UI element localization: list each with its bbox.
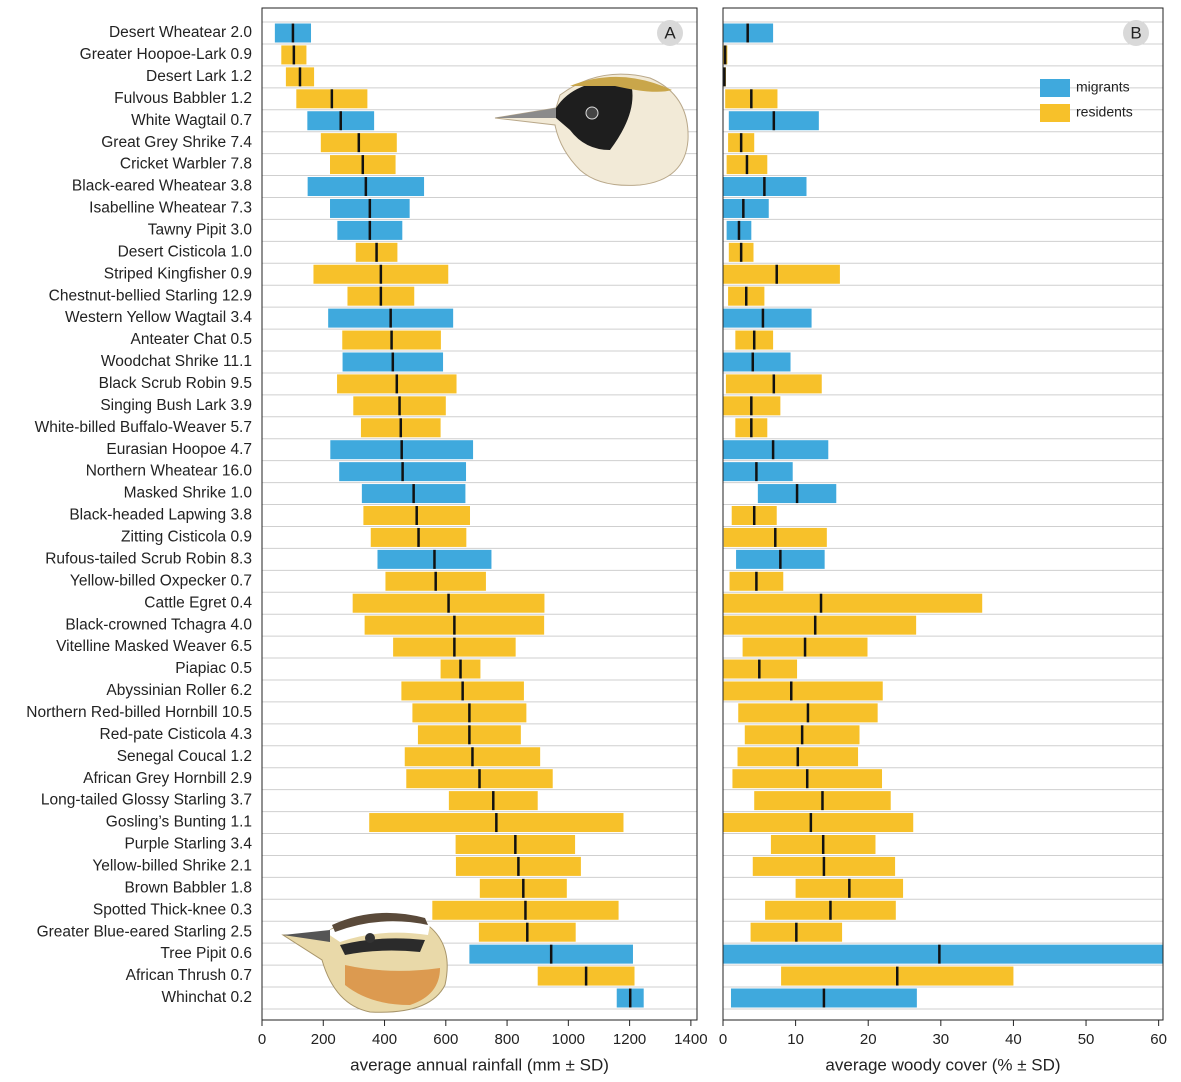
category-label: Isabelline Wheatear 7.3 — [89, 200, 252, 217]
panel-label: A — [664, 23, 676, 42]
category-label: Black-headed Lapwing 3.8 — [69, 507, 252, 524]
panel-frame — [261, 7, 698, 1021]
bird-head-top — [494, 73, 689, 186]
bird-head-bottom — [281, 912, 448, 1013]
category-label: Chestnut-bellied Starling 12.9 — [49, 287, 252, 304]
x-tick-label: 1200 — [613, 1031, 646, 1048]
category-label: Black Scrub Robin 9.5 — [99, 375, 252, 392]
category-label: Eurasian Hoopoe 4.7 — [106, 441, 252, 458]
bars — [723, 23, 1163, 1008]
x-axis-label: average woody cover (% ± SD) — [825, 1055, 1060, 1074]
x-tick-label: 50 — [1078, 1031, 1095, 1048]
panel-badge — [1123, 20, 1149, 46]
category-label: Black-crowned Tchagra 4.0 — [65, 616, 252, 633]
category-label: Yellow-billed Shrike 2.1 — [92, 858, 252, 875]
legend-label: migrants — [1076, 79, 1130, 95]
sd-bar — [723, 944, 1163, 964]
x-tick-label: 30 — [932, 1031, 949, 1048]
category-label: Singing Bush Lark 3.9 — [100, 397, 252, 414]
category-label: Long-tailed Glossy Starling 3.7 — [41, 792, 252, 809]
category-label: Desert Cisticola 1.0 — [118, 243, 253, 260]
legend-swatch — [1040, 104, 1070, 122]
sd-bar — [723, 264, 840, 284]
sd-bar — [723, 813, 914, 833]
legend-swatch — [1040, 79, 1070, 97]
category-label: Tree Pipit 0.6 — [160, 945, 252, 962]
category-label: Rufous-tailed Scrub Robin 8.3 — [45, 550, 252, 567]
category-label: Whinchat 0.2 — [162, 989, 252, 1006]
category-label: Red-pate Cisticola 4.3 — [100, 726, 253, 743]
x-tick-label: 400 — [372, 1031, 397, 1048]
category-label: Northern Red-billed Hornbill 10.5 — [26, 704, 252, 721]
category-label: Cattle Egret 0.4 — [144, 594, 252, 611]
category-label: Anteater Chat 0.5 — [131, 331, 253, 348]
x-axis-label: average annual rainfall (mm ± SD) — [350, 1055, 609, 1074]
x-tick-label: 0 — [719, 1031, 727, 1048]
sd-bar — [723, 615, 917, 635]
panel-frame — [722, 7, 1164, 1021]
category-label: Spotted Thick-knee 0.3 — [93, 901, 252, 918]
category-label: African Grey Hornbill 2.9 — [83, 770, 252, 787]
sd-bar — [723, 681, 883, 701]
sd-bar — [723, 440, 829, 460]
x-tick-label: 20 — [860, 1031, 877, 1048]
category-label: Greater Blue-eared Starling 2.5 — [37, 923, 252, 940]
category-label: Brown Babbler 1.8 — [124, 879, 252, 896]
sd-bar — [723, 198, 769, 218]
category-label: Western Yellow Wagtail 3.4 — [65, 309, 252, 326]
category-label: Abyssinian Roller 6.2 — [106, 682, 252, 699]
category-label: Yellow-billed Oxpecker 0.7 — [70, 572, 252, 589]
x-tick-label: 10 — [787, 1031, 804, 1048]
category-label: Fulvous Babbler 1.2 — [114, 90, 252, 107]
x-tick-label: 40 — [1005, 1031, 1022, 1048]
category-label: Piapiac 0.5 — [175, 660, 252, 677]
bars — [274, 23, 644, 1008]
sd-bar — [723, 352, 791, 372]
x-tick-label: 1400 — [674, 1031, 707, 1048]
category-label: African Thrush 0.7 — [126, 967, 252, 984]
category-label: Great Grey Shrike 7.4 — [101, 134, 252, 151]
x-tick-label: 60 — [1150, 1031, 1167, 1048]
category-label: Masked Shrike 1.0 — [124, 485, 253, 502]
panel-label: B — [1130, 23, 1141, 42]
category-label: White-billed Buffalo-Weaver 5.7 — [35, 419, 252, 436]
sd-bar — [723, 308, 812, 328]
category-label: Striped Kingfisher 0.9 — [104, 265, 252, 282]
sd-bar — [723, 593, 983, 613]
x-tick-label: 800 — [495, 1031, 520, 1048]
category-label: Northern Wheatear 16.0 — [86, 463, 253, 480]
category-label: Zitting Cisticola 0.9 — [121, 529, 252, 546]
category-label: White Wagtail 0.7 — [131, 112, 252, 129]
category-label: Vitelline Masked Weaver 6.5 — [56, 638, 252, 655]
category-label: Greater Hoopoe-Lark 0.9 — [80, 46, 252, 63]
category-label: Desert Lark 1.2 — [146, 68, 252, 85]
category-label: Purple Starling 3.4 — [124, 836, 252, 853]
sd-bar — [723, 462, 793, 482]
x-tick-label: 600 — [433, 1031, 458, 1048]
legend-label: residents — [1076, 104, 1133, 120]
category-label: Desert Wheatear 2.0 — [109, 24, 252, 41]
category-label: Woodchat Shrike 11.1 — [101, 353, 252, 370]
bird-illustrations — [281, 73, 689, 1013]
x-tick-label: 0 — [258, 1031, 266, 1048]
category-label: Senegal Coucal 1.2 — [117, 748, 252, 765]
category-label: Black-eared Wheatear 3.8 — [72, 178, 252, 195]
x-tick-label: 1000 — [552, 1031, 585, 1048]
category-label: Gosling’s Bunting 1.1 — [106, 814, 252, 831]
panel-badge — [657, 20, 683, 46]
category-label: Cricket Warbler 7.8 — [120, 156, 252, 173]
x-tick-label: 200 — [311, 1031, 336, 1048]
category-label: Tawny Pipit 3.0 — [148, 221, 253, 238]
